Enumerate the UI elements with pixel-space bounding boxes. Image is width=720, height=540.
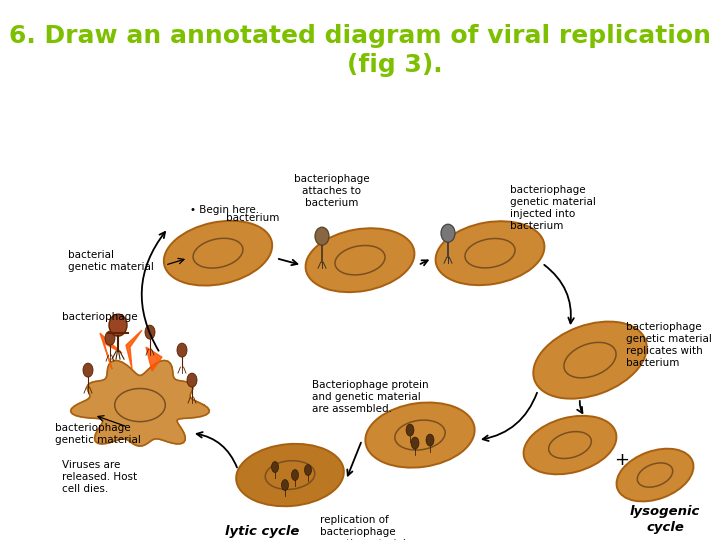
Ellipse shape [426,434,434,446]
Text: +: + [614,451,629,469]
Ellipse shape [292,470,299,481]
Text: lysogenic
cycle: lysogenic cycle [630,505,700,534]
Ellipse shape [305,464,312,476]
Ellipse shape [105,331,115,345]
Ellipse shape [534,321,647,399]
Text: bacteriophage: bacteriophage [62,312,138,322]
Text: bacteriophage
genetic material
replicates with
bacterium: bacteriophage genetic material replicate… [626,322,712,368]
Polygon shape [146,347,162,371]
Ellipse shape [436,221,544,285]
Ellipse shape [315,227,329,245]
Ellipse shape [282,480,289,490]
Text: bacteriophage
genetic material: bacteriophage genetic material [55,423,141,445]
Text: • Begin here.: • Begin here. [190,205,259,215]
Ellipse shape [616,449,693,502]
Ellipse shape [236,444,344,507]
Text: bacterium: bacterium [226,213,279,223]
Ellipse shape [177,343,187,357]
Polygon shape [126,330,142,369]
Ellipse shape [406,424,414,436]
Ellipse shape [271,462,279,472]
Polygon shape [100,333,122,369]
Ellipse shape [83,363,93,377]
Text: bacteriophage
attaches to
bacterium: bacteriophage attaches to bacterium [294,174,370,208]
Ellipse shape [305,228,415,292]
Ellipse shape [187,373,197,387]
Ellipse shape [365,402,474,468]
Text: 6. Draw an annotated diagram of viral replication
        (fig 3).: 6. Draw an annotated diagram of viral re… [9,24,711,77]
Ellipse shape [411,437,419,449]
Ellipse shape [145,325,155,339]
Polygon shape [71,360,210,446]
Text: replication of
bacteriophage
genetic material: replication of bacteriophage genetic mat… [320,515,406,540]
Text: Viruses are
released. Host
cell dies.: Viruses are released. Host cell dies. [62,460,137,494]
Ellipse shape [109,314,127,336]
Text: lytic cycle: lytic cycle [225,525,300,538]
Text: bacterial
genetic material: bacterial genetic material [68,250,154,272]
Text: Bacteriophage protein
and genetic material
are assembled.: Bacteriophage protein and genetic materi… [312,380,428,414]
Ellipse shape [441,224,455,242]
Ellipse shape [523,416,616,474]
Ellipse shape [164,221,272,286]
Text: bacteriophage
genetic material
injected into
bacterium: bacteriophage genetic material injected … [510,185,596,231]
